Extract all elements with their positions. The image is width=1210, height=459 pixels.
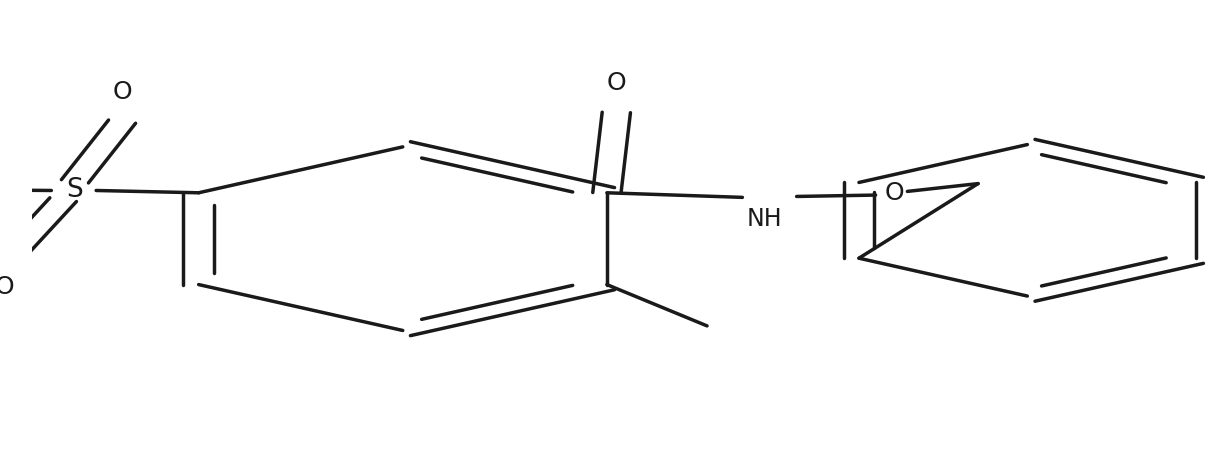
Text: NH: NH bbox=[747, 207, 783, 230]
Text: O: O bbox=[0, 275, 15, 299]
Text: S: S bbox=[67, 178, 83, 203]
Text: O: O bbox=[606, 71, 626, 95]
Text: O: O bbox=[113, 80, 132, 104]
Text: O: O bbox=[885, 181, 905, 205]
